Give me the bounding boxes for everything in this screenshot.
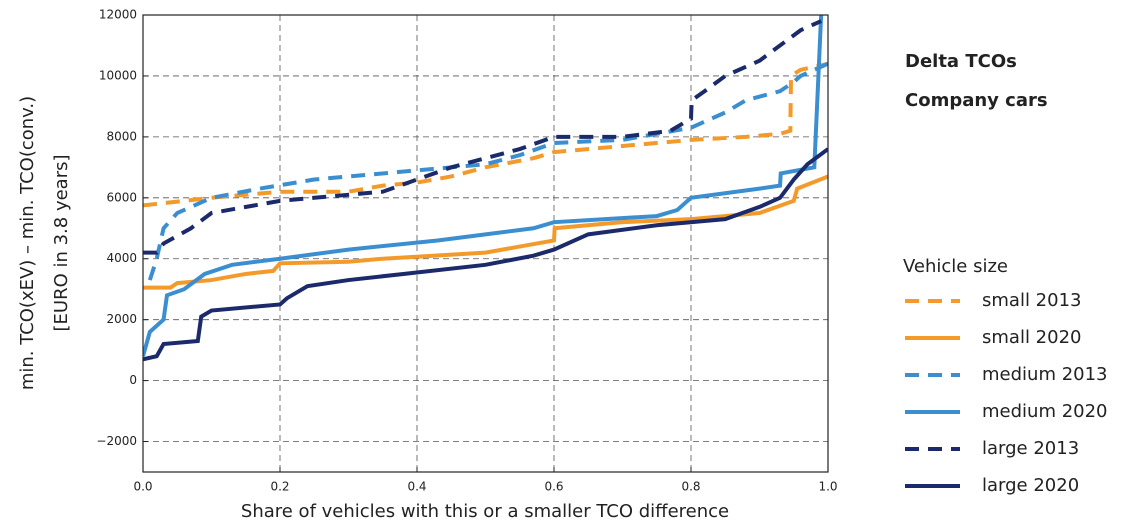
legend-title: Vehicle size (903, 256, 1008, 277)
y-tick-label: −2000 (96, 434, 137, 448)
y-axis-label: [EURO in 3.8 years] (51, 154, 72, 331)
x-tick-label: 0.8 (681, 480, 700, 494)
legend-label: large 2013 (982, 438, 1079, 459)
y-tick-label: 8000 (106, 129, 137, 143)
x-axis-label: Share of vehicles with this or a smaller… (241, 501, 729, 522)
x-tick-label: 0.6 (544, 480, 563, 494)
x-tick-label: 0.2 (270, 480, 289, 494)
series-line (143, 61, 828, 208)
y-tick-label: 6000 (106, 190, 137, 204)
series-line (143, 19, 822, 255)
legend-label: medium 2013 (982, 364, 1108, 385)
x-tick-label: 0.0 (133, 480, 152, 494)
plot-frame (142, 14, 829, 473)
series-line (147, 61, 828, 281)
y-tick-label: 4000 (106, 251, 137, 265)
y-tick-label: 12000 (99, 8, 137, 22)
chart-title: Company cars (905, 90, 1048, 111)
series-line (143, 174, 828, 290)
legend-label: large 2020 (982, 475, 1079, 496)
y-tick-label: 2000 (106, 312, 137, 326)
legend-label: small 2020 (982, 327, 1081, 348)
y-tick-label: 10000 (99, 68, 137, 82)
x-tick-label: 1.0 (818, 480, 837, 494)
legend-label: medium 2020 (982, 401, 1108, 422)
series-line (143, 147, 828, 362)
legend-label: small 2013 (982, 290, 1081, 311)
chart-title: Delta TCOs (905, 51, 1017, 72)
y-axis-label: min. TCO(xEV) – min. TCO(conv.) (17, 96, 38, 390)
series-line (143, 14, 824, 357)
y-tick-label: 0 (129, 373, 137, 387)
x-tick-label: 0.4 (407, 480, 426, 494)
